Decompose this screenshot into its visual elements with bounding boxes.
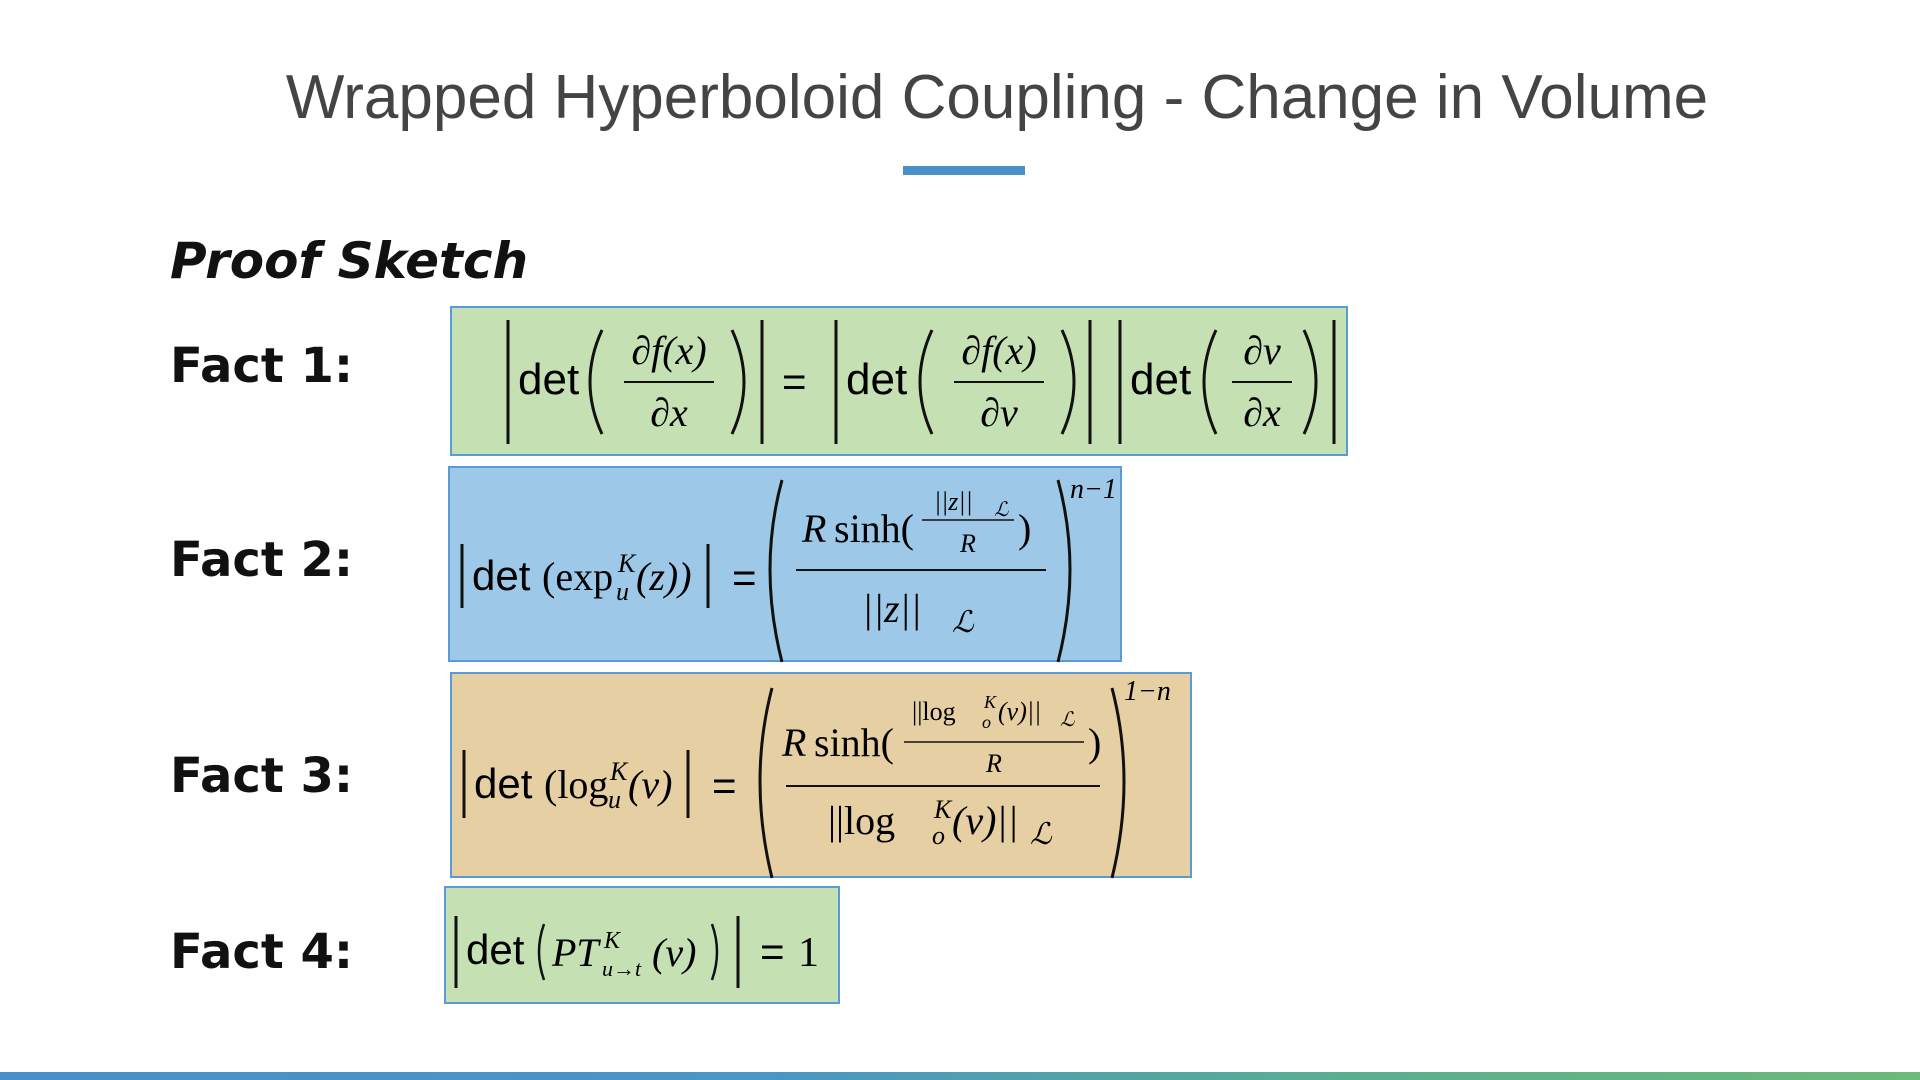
superscript-K-text: K xyxy=(617,549,637,578)
title-underline xyxy=(903,166,1025,175)
inner-norm-open-text: ||log xyxy=(912,697,956,726)
denominator-subscript-o-text: o xyxy=(932,821,945,850)
PT-text: PT xyxy=(551,930,601,975)
denominator-dx-text: ∂x xyxy=(1243,390,1281,435)
sinh-close-paren-text: ) xyxy=(1088,720,1101,765)
denominator-L-text: ℒ xyxy=(952,606,975,639)
fact-1-label: Fact 1: xyxy=(170,338,354,394)
equals-text: = xyxy=(732,554,757,601)
slide-title: Wrapped Hyperboloid Coupling - Change in… xyxy=(285,63,1709,132)
subscript-u-to-t-text: u→t xyxy=(602,956,642,981)
exponent-1-minus-n-text: 1−n xyxy=(1124,676,1171,707)
v-close-text: (v) xyxy=(652,930,696,975)
proof-sketch-heading: Proof Sketch xyxy=(170,232,529,290)
numerator-df-text: ∂f(x) xyxy=(631,328,706,373)
subscript-u-text: u xyxy=(608,785,621,814)
denominator-norm-close-text: (v)|| xyxy=(952,798,1018,843)
denominator-norm-open-text: ||log xyxy=(828,798,895,843)
sinh-text: sinh( xyxy=(814,720,894,765)
denominator-L-text: ℒ xyxy=(1030,818,1053,851)
inner-R-text: R xyxy=(959,529,976,558)
fact-3-label: Fact 3: xyxy=(170,748,354,804)
denominator-norm-z-text: ||z|| xyxy=(862,586,922,631)
inner-L-text: ℒ xyxy=(994,499,1009,521)
fact-4-formula-box: det PT K u→t (v) = 1 xyxy=(444,886,840,1004)
numerator-df-text: ∂f(x) xyxy=(961,328,1036,373)
fact-1-formula: det ∂f(x) ∂x = det ∂f(x) ∂v det ∂v ∂x xyxy=(506,320,1336,444)
det-text: det xyxy=(472,552,531,599)
fact-4-formula: det PT K u→t (v) = 1 xyxy=(454,916,819,988)
log-text: (log xyxy=(544,762,608,807)
fact-2-label: Fact 2: xyxy=(170,532,354,588)
det-text: det xyxy=(466,926,525,973)
fact-2-formula-box: det (exp K u (z)) = R sinh( ||z|| ℒ R ) … xyxy=(448,466,1122,663)
inner-norm-close-text: (v)|| xyxy=(998,697,1041,726)
inner-R-text: R xyxy=(985,749,1002,778)
sinh-text: sinh( xyxy=(834,506,914,551)
superscript-K-text: K xyxy=(603,928,622,954)
sinh-close-paren-text: ) xyxy=(1018,506,1031,551)
fact-1-formula-box: det ∂f(x) ∂x = det ∂f(x) ∂v det ∂v ∂x xyxy=(450,306,1348,456)
equals-text: = xyxy=(712,762,737,809)
det-text: det xyxy=(1130,355,1191,404)
one-text: 1 xyxy=(798,930,819,976)
denominator-dx-text: ∂x xyxy=(650,390,688,435)
fact-3-formula-box: det (log K u (v) = R sinh( ||log K o (v)… xyxy=(450,672,1192,879)
R-text: R xyxy=(781,720,806,765)
inner-norm-z-text: ||z|| xyxy=(934,487,973,516)
subscript-u-text: u xyxy=(616,577,629,606)
numerator-dv-text: ∂v xyxy=(1243,328,1281,373)
inner-L-text: ℒ xyxy=(1060,709,1075,731)
v-close-text: (v) xyxy=(628,762,672,807)
det-text: det xyxy=(846,355,907,404)
denominator-superscript-K-text: K xyxy=(933,795,953,824)
bottom-accent-bar xyxy=(0,1072,1920,1080)
equals-text: = xyxy=(760,928,785,975)
equals-text: = xyxy=(782,358,807,405)
z-close-text: (z)) xyxy=(636,554,692,599)
inner-subscript-o-text: o xyxy=(982,712,991,732)
R-text: R xyxy=(801,506,826,551)
exp-text: (exp xyxy=(542,554,613,599)
denominator-dv-text: ∂v xyxy=(980,390,1018,435)
fact-3-formula: det (log K u (v) = R sinh( ||log K o (v)… xyxy=(462,676,1171,879)
inner-superscript-K-text: K xyxy=(983,692,997,712)
fact-4-label: Fact 4: xyxy=(170,924,354,980)
exponent-n-minus-1-text: n−1 xyxy=(1070,474,1117,505)
det-text: det xyxy=(518,355,579,404)
fact-2-formula: det (exp K u (z)) = R sinh( ||z|| ℒ R ) … xyxy=(460,474,1117,663)
superscript-K-text: K xyxy=(609,757,629,786)
det-text: det xyxy=(474,760,533,807)
